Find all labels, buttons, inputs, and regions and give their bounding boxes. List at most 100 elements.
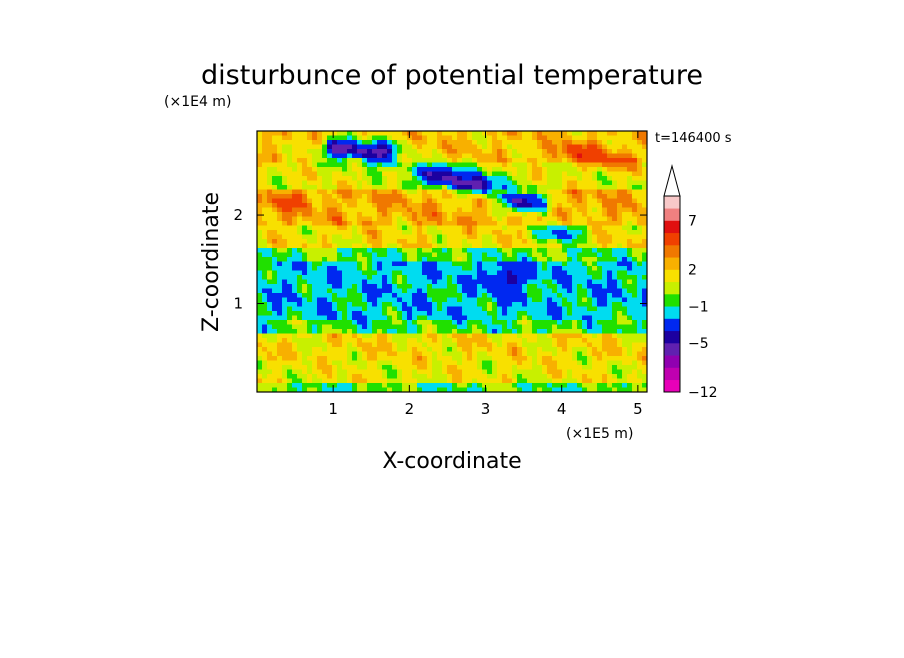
heatmap-cell bbox=[447, 320, 453, 326]
heatmap-cell bbox=[372, 306, 378, 312]
heatmap-cell bbox=[547, 324, 553, 330]
heatmap-cell bbox=[587, 302, 593, 308]
heatmap-cell bbox=[387, 387, 393, 392]
heatmap-cell bbox=[272, 207, 278, 213]
heatmap-cell bbox=[582, 293, 588, 299]
heatmap-cell bbox=[482, 378, 488, 384]
heatmap-cell bbox=[287, 329, 293, 335]
heatmap-cell bbox=[417, 261, 423, 267]
heatmap-cell bbox=[292, 261, 298, 267]
heatmap-cell bbox=[292, 293, 298, 299]
heatmap-cell bbox=[267, 144, 273, 150]
heatmap-cell bbox=[297, 374, 303, 380]
heatmap-cell bbox=[452, 342, 458, 348]
heatmap-cell bbox=[362, 356, 368, 362]
heatmap-cell bbox=[302, 320, 308, 326]
heatmap-cell bbox=[412, 275, 418, 281]
heatmap-cell bbox=[427, 140, 433, 146]
heatmap-cell bbox=[637, 225, 643, 231]
heatmap-cell bbox=[577, 230, 583, 236]
heatmap-cell bbox=[612, 243, 618, 249]
heatmap-cell bbox=[487, 243, 493, 249]
heatmap-cell bbox=[517, 365, 523, 371]
heatmap-cell bbox=[472, 306, 478, 312]
heatmap-cell bbox=[557, 234, 563, 240]
heatmap-cell bbox=[557, 252, 563, 258]
heatmap-cell bbox=[532, 306, 538, 312]
heatmap-cell bbox=[362, 329, 368, 335]
heatmap-cell bbox=[397, 180, 403, 186]
heatmap-cell bbox=[382, 135, 388, 141]
heatmap-cell bbox=[302, 261, 308, 267]
heatmap-cell bbox=[437, 203, 443, 209]
heatmap-cell bbox=[257, 207, 263, 213]
heatmap-cell bbox=[287, 221, 293, 227]
heatmap-cell bbox=[622, 257, 628, 263]
heatmap-cell bbox=[457, 324, 463, 330]
heatmap-cell bbox=[612, 248, 618, 254]
heatmap-cell bbox=[347, 297, 353, 303]
heatmap-cell bbox=[437, 212, 443, 218]
heatmap-cell bbox=[582, 378, 588, 384]
heatmap-cell bbox=[317, 248, 323, 254]
heatmap-cell bbox=[597, 149, 603, 155]
heatmap-cell bbox=[427, 284, 433, 290]
heatmap-cell bbox=[487, 140, 493, 146]
heatmap-cell bbox=[342, 356, 348, 362]
heatmap-cell bbox=[307, 149, 313, 155]
heatmap-cell bbox=[582, 270, 588, 276]
heatmap-cell bbox=[632, 144, 638, 150]
heatmap-cell bbox=[272, 261, 278, 267]
heatmap-cell bbox=[362, 230, 368, 236]
heatmap-cell bbox=[362, 369, 368, 375]
heatmap-cell bbox=[572, 275, 578, 281]
heatmap-cell bbox=[617, 351, 623, 357]
heatmap-cell bbox=[277, 189, 283, 195]
heatmap-cell bbox=[567, 194, 573, 200]
heatmap-cell bbox=[512, 140, 518, 146]
heatmap-cell bbox=[452, 144, 458, 150]
heatmap-cell bbox=[377, 320, 383, 326]
heatmap-cell bbox=[442, 252, 448, 258]
heatmap-cell bbox=[597, 189, 603, 195]
heatmap-cell bbox=[337, 144, 343, 150]
heatmap-cell bbox=[517, 252, 523, 258]
heatmap-cell bbox=[637, 221, 643, 227]
heatmap-cell bbox=[352, 180, 358, 186]
heatmap-cell bbox=[447, 351, 453, 357]
heatmap-cell bbox=[447, 387, 453, 392]
heatmap-cell bbox=[642, 203, 647, 209]
heatmap-cell bbox=[292, 329, 298, 335]
heatmap-cell bbox=[517, 140, 523, 146]
heatmap-cell bbox=[287, 387, 293, 392]
heatmap-cell bbox=[597, 356, 603, 362]
heatmap-cell bbox=[457, 257, 463, 263]
heatmap-cell bbox=[277, 275, 283, 281]
heatmap-cell bbox=[402, 311, 408, 317]
heatmap-cell bbox=[432, 324, 438, 330]
heatmap-cell bbox=[572, 203, 578, 209]
heatmap-cell bbox=[277, 369, 283, 375]
heatmap-cell bbox=[472, 338, 478, 344]
heatmap-cell bbox=[262, 198, 268, 204]
colorbar-swatch bbox=[664, 306, 680, 319]
heatmap-cell bbox=[407, 351, 413, 357]
heatmap-cell bbox=[452, 365, 458, 371]
heatmap-cell bbox=[387, 329, 393, 335]
heatmap-cell bbox=[522, 378, 528, 384]
heatmap-cell bbox=[402, 324, 408, 330]
heatmap-cell bbox=[327, 135, 333, 141]
heatmap-cell bbox=[262, 230, 268, 236]
heatmap-cell bbox=[337, 243, 343, 249]
heatmap-cell bbox=[597, 153, 603, 159]
heatmap-cell bbox=[492, 315, 498, 321]
heatmap-cell bbox=[417, 284, 423, 290]
heatmap-cell bbox=[627, 311, 633, 317]
heatmap-cell bbox=[277, 338, 283, 344]
heatmap-cell bbox=[462, 171, 468, 177]
heatmap-cell bbox=[467, 356, 473, 362]
heatmap-cell bbox=[397, 356, 403, 362]
heatmap-cell bbox=[362, 135, 368, 141]
heatmap-cell bbox=[502, 261, 508, 267]
heatmap-cell bbox=[532, 378, 538, 384]
